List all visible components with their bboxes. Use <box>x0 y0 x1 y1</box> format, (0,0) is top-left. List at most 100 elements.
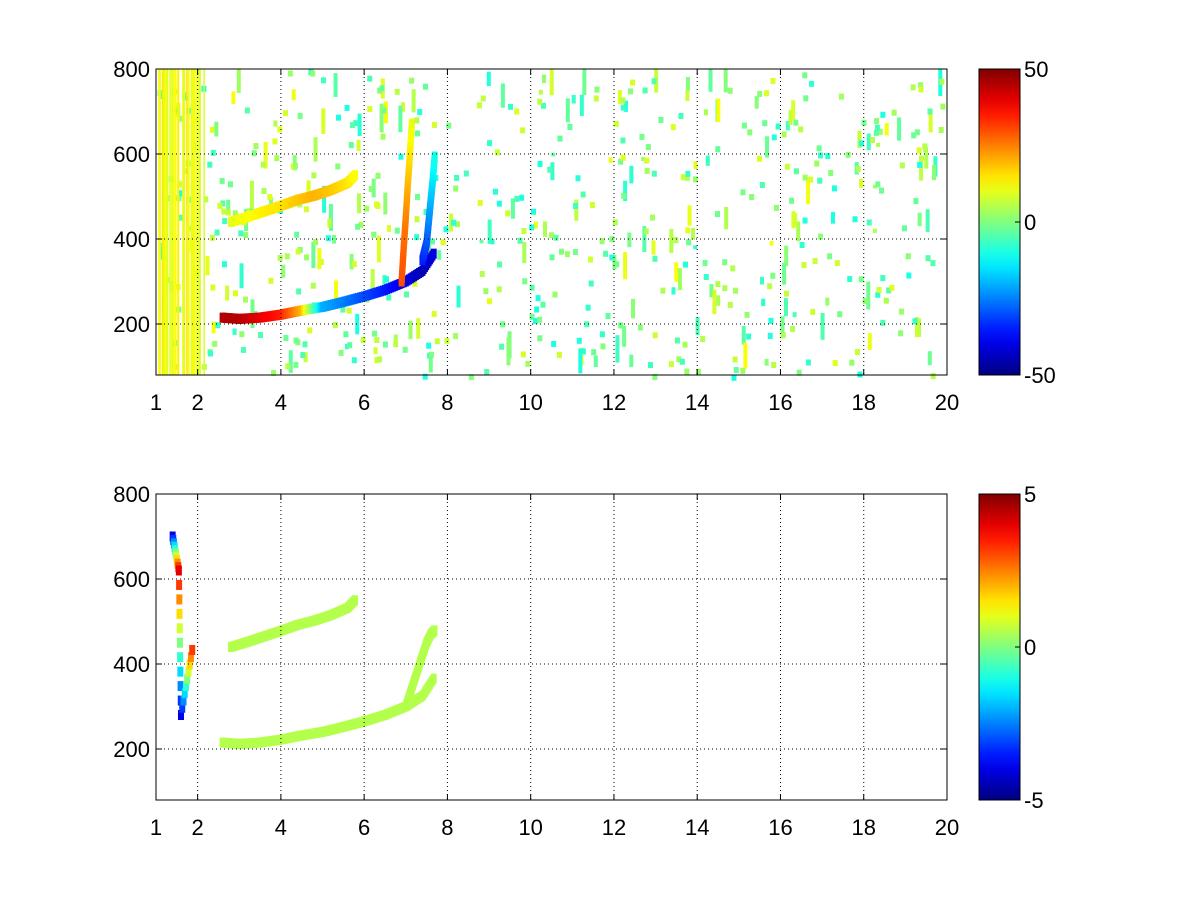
heatmap-cell <box>879 187 885 194</box>
heatmap-cell <box>169 69 171 375</box>
heatmap-cell <box>684 368 690 375</box>
heatmap-cell <box>497 261 503 268</box>
x-tick-label: 8 <box>441 390 453 415</box>
heatmap-cell <box>430 248 437 259</box>
heatmap-cell <box>685 170 691 177</box>
heatmap-cell <box>344 343 349 350</box>
heatmap-cell <box>311 172 317 179</box>
colorbar-tick-label: -50 <box>1024 363 1056 388</box>
heatmap-cell <box>793 168 799 175</box>
heatmap-cell <box>177 69 179 375</box>
heatmap-cell <box>708 69 713 92</box>
x-tick-label: 18 <box>851 390 875 415</box>
heatmap-cell <box>866 281 871 310</box>
heatmap-cell <box>477 199 483 206</box>
heatmap-cell <box>541 102 546 109</box>
heatmap-cell <box>267 193 273 200</box>
heatmap-cell <box>332 234 337 244</box>
heatmap-cell <box>580 348 586 355</box>
heatmap-cell <box>318 259 324 266</box>
heatmap-cell <box>487 140 493 147</box>
heatmap-cell <box>644 167 650 174</box>
heatmap-cell <box>912 318 918 325</box>
heatmap-cell <box>340 306 346 313</box>
heatmap-cell <box>332 321 338 328</box>
heatmap-cell <box>817 233 823 240</box>
heatmap-cell <box>203 196 209 203</box>
heatmap-cell <box>537 98 543 105</box>
heatmap-cell <box>877 128 883 135</box>
heatmap-cell <box>209 126 215 133</box>
heatmap-cell <box>283 334 289 341</box>
heatmap-cell <box>176 594 183 605</box>
heatmap-cell <box>876 142 881 147</box>
heatmap-cell <box>423 208 429 215</box>
heatmap-cell <box>781 131 787 138</box>
heatmap-cell <box>179 115 185 122</box>
heatmap-cell <box>480 95 486 102</box>
heatmap-cell <box>525 360 531 367</box>
colorbar-tick-label: 5 <box>1024 482 1036 507</box>
heatmap-cell <box>905 253 911 260</box>
heatmap-cell <box>273 120 278 127</box>
heatmap-cell <box>476 102 482 109</box>
heatmap-cell <box>551 152 556 157</box>
heatmap-cell <box>217 202 223 209</box>
heatmap-cell <box>194 69 196 375</box>
heatmap-cell <box>651 170 657 177</box>
heatmap-cell <box>177 666 184 677</box>
heatmap-cell <box>371 231 377 238</box>
heatmap-cell <box>394 227 400 234</box>
heatmap-cell <box>521 227 527 234</box>
heatmap-cell <box>240 346 246 353</box>
heatmap-cell <box>588 280 594 287</box>
heatmap-cell <box>828 170 834 177</box>
heatmap-cell <box>651 240 656 255</box>
heatmap-cell <box>529 313 535 320</box>
heatmap-cell <box>285 363 291 370</box>
heatmap-cell <box>749 194 755 201</box>
heatmap-cell <box>304 254 310 261</box>
heatmap-cell <box>873 129 879 136</box>
heatmap-cell <box>211 321 216 334</box>
heatmap-cell <box>174 363 180 370</box>
heatmap-cell <box>468 374 474 381</box>
x-tick-label: 14 <box>685 390 709 415</box>
heatmap-cell <box>253 143 259 150</box>
heatmap-cell <box>761 298 766 307</box>
heatmap-cell <box>440 239 446 246</box>
heatmap-cell <box>243 296 249 303</box>
heatmap-cell <box>360 337 366 344</box>
heatmap-cell <box>599 331 605 338</box>
heatmap-cell <box>368 186 374 193</box>
heatmap-cell <box>343 331 349 338</box>
heatmap-cell <box>788 109 793 125</box>
heatmap-cell <box>500 321 506 328</box>
heatmap-cell <box>408 118 415 129</box>
heatmap-cell <box>565 98 570 123</box>
heatmap-cell <box>348 142 354 149</box>
heatmap-cell <box>166 69 169 375</box>
heatmap-cell <box>613 120 619 127</box>
heatmap-cell <box>615 335 620 363</box>
heatmap-cell <box>550 162 555 181</box>
heatmap-cell <box>593 355 598 368</box>
x-tick-label: 20 <box>935 815 959 840</box>
heatmap-cell <box>809 80 815 87</box>
heatmap-cell <box>272 138 278 145</box>
heatmap-cell <box>505 210 511 217</box>
heatmap-cell <box>338 349 344 356</box>
heatmap-cell <box>746 333 752 340</box>
heatmap-cell <box>682 261 688 268</box>
heatmap-cell <box>572 249 578 256</box>
x-tick-label: 4 <box>275 390 287 415</box>
heatmap-cell <box>293 361 299 368</box>
heatmap-cell <box>849 359 855 366</box>
heatmap-cell <box>631 298 636 319</box>
heatmap-cell <box>415 193 421 200</box>
heatmap-cell <box>627 232 632 248</box>
heatmap-cell <box>430 673 437 684</box>
heatmap-cell <box>589 202 595 209</box>
heatmap-cell <box>687 205 692 226</box>
heatmap-cell <box>820 312 825 340</box>
